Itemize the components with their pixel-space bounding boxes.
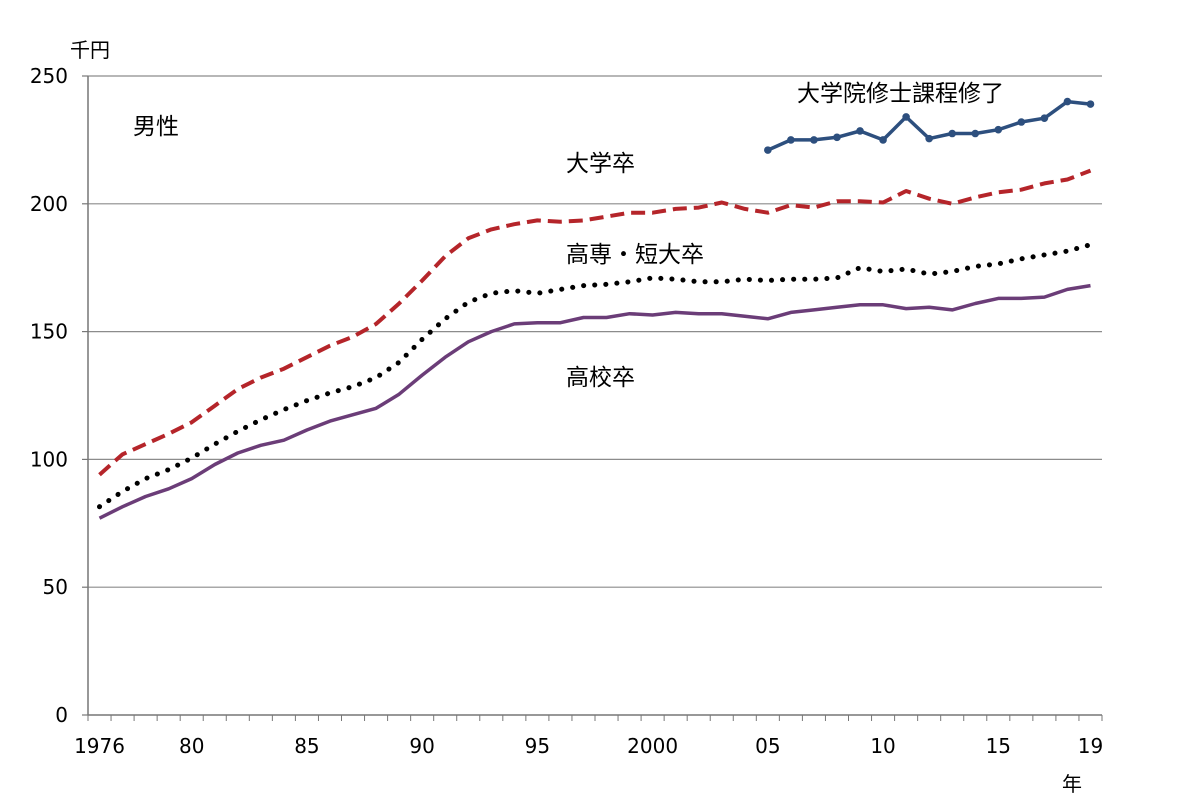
data-point <box>1063 97 1072 106</box>
data-point <box>787 136 795 144</box>
data-point <box>833 133 841 142</box>
y-tick-label: 200 <box>30 192 68 216</box>
x-tick-label: 10 <box>870 734 895 758</box>
x-tick-label: 90 <box>409 734 434 758</box>
y-tick-label: 100 <box>30 447 68 471</box>
x-tick-label: 15 <box>986 734 1011 758</box>
data-point <box>948 129 957 138</box>
data-point <box>925 134 933 143</box>
data-point <box>879 136 887 144</box>
x-tick-label: 2000 <box>627 734 678 758</box>
data-point <box>1017 118 1026 126</box>
x-tick-label: 80 <box>179 734 204 758</box>
x-tick-label: 85 <box>294 734 319 758</box>
series-label-highschool: 高校卒 <box>566 365 635 391</box>
x-axis-minor-ticks <box>87 715 1103 721</box>
y-tick-label: 150 <box>30 320 68 344</box>
chart-subtitle: 男性 <box>133 114 179 140</box>
data-point <box>856 127 864 135</box>
y-tick-labels: 0 50 100 150 200 250 <box>30 64 68 727</box>
series-label-university: 大学卒 <box>566 151 635 177</box>
series-line-2 <box>97 242 1093 510</box>
x-tick-labels: 1976 80 85 90 95 2000 05 10 15 19 <box>74 734 1103 758</box>
data-point <box>1086 100 1095 108</box>
gridlines <box>82 75 1102 716</box>
x-tick-label: 05 <box>755 734 780 758</box>
data-point <box>810 136 818 144</box>
data-point <box>1040 114 1049 122</box>
y-tick-label: 50 <box>43 575 68 599</box>
data-point <box>994 125 1003 134</box>
x-axis-label: 年 <box>1062 772 1082 796</box>
series-line-3 <box>98 283 1091 520</box>
x-tick-label: 1976 <box>74 734 125 758</box>
series-label-college: 高専・短大卒 <box>566 242 704 268</box>
y-tick-label: 250 <box>30 64 68 88</box>
data-point <box>902 113 910 121</box>
data-point <box>971 129 980 138</box>
data-point <box>764 146 772 154</box>
series-lines <box>97 97 1095 520</box>
x-tick-label: 19 <box>1078 734 1103 758</box>
x-tick-label: 95 <box>525 734 550 758</box>
y-axis-label: 千円 <box>70 38 110 62</box>
y-tick-label: 0 <box>55 703 68 727</box>
series-label-graduate: 大学院修士課程修了 <box>797 81 1004 107</box>
series-line-1 <box>98 168 1092 477</box>
